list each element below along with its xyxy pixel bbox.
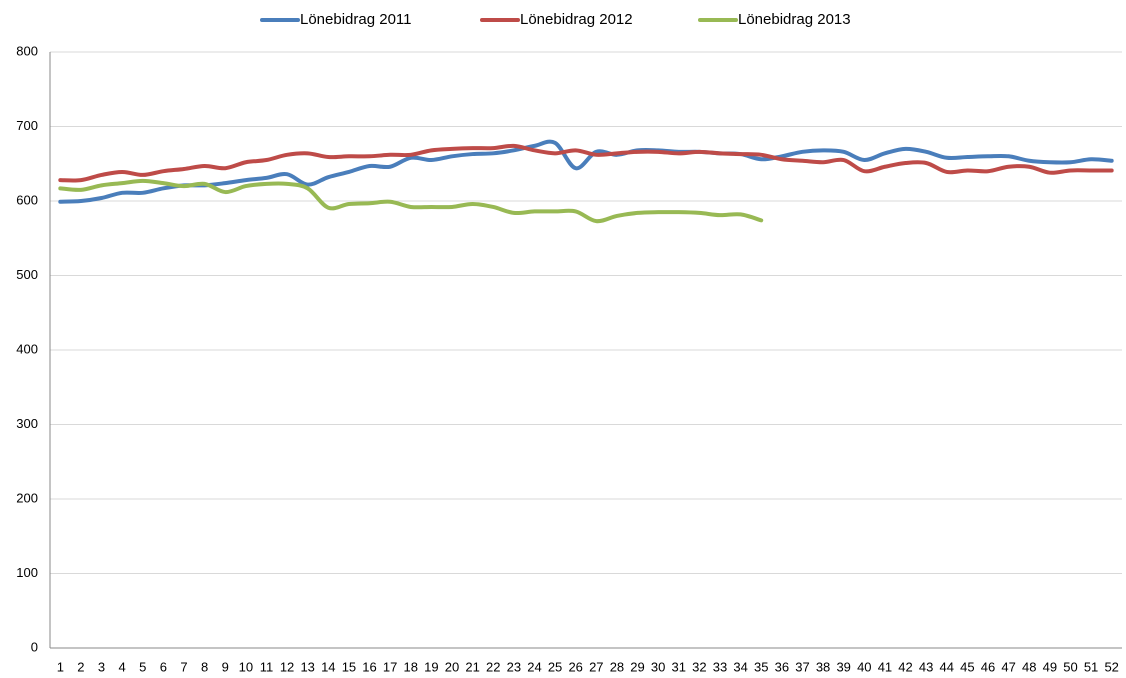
x-tick-label: 39 — [836, 659, 850, 674]
x-tick-label: 44 — [940, 659, 954, 674]
x-tick-label: 22 — [486, 659, 500, 674]
legend-label: Lönebidrag 2013 — [738, 11, 851, 28]
x-tick-label: 27 — [589, 659, 603, 674]
x-tick-label: 47 — [1001, 659, 1015, 674]
x-tick-label: 52 — [1104, 659, 1118, 674]
x-tick-label: 19 — [424, 659, 438, 674]
x-tick-label: 45 — [960, 659, 974, 674]
y-tick-label: 500 — [16, 267, 38, 282]
series-line — [58, 143, 1114, 183]
x-tick-label: 49 — [1043, 659, 1057, 674]
x-tick-label: 16 — [362, 659, 376, 674]
legend-label: Lönebidrag 2011 — [300, 11, 412, 28]
y-tick-label: 0 — [31, 639, 38, 654]
x-tick-label: 51 — [1084, 659, 1098, 674]
x-tick-label: 5 — [139, 659, 146, 674]
x-tick-label: 43 — [919, 659, 933, 674]
legend-label: Lönebidrag 2012 — [520, 11, 633, 28]
x-tick-label: 46 — [981, 659, 995, 674]
x-tick-label: 21 — [465, 659, 479, 674]
x-tick-label: 32 — [692, 659, 706, 674]
x-tick-label: 17 — [383, 659, 397, 674]
x-tick-label: 33 — [713, 659, 727, 674]
x-tick-label: 31 — [672, 659, 686, 674]
x-tick-label: 23 — [507, 659, 521, 674]
x-tick-label: 9 — [222, 659, 229, 674]
x-tick-label: 6 — [160, 659, 167, 674]
x-tick-label: 26 — [568, 659, 582, 674]
y-tick-label: 100 — [16, 565, 38, 580]
x-tick-label: 13 — [300, 659, 314, 674]
x-tick-label: 38 — [816, 659, 830, 674]
x-tick-label: 4 — [119, 659, 126, 674]
x-tick-label: 37 — [795, 659, 809, 674]
x-tick-label: 29 — [630, 659, 644, 674]
x-tick-label: 50 — [1063, 659, 1077, 674]
x-tick-label: 1 — [57, 659, 64, 674]
x-tick-label: 34 — [733, 659, 747, 674]
series-line — [58, 139, 1114, 204]
x-tick-label: 20 — [445, 659, 459, 674]
x-tick-label: 42 — [898, 659, 912, 674]
series-line — [58, 178, 764, 224]
y-tick-label: 600 — [16, 192, 38, 207]
x-tick-label: 35 — [754, 659, 768, 674]
y-tick-label: 700 — [16, 118, 38, 133]
x-tick-label: 15 — [342, 659, 356, 674]
x-tick-label: 28 — [610, 659, 624, 674]
x-tick-label: 25 — [548, 659, 562, 674]
x-tick-label: 18 — [404, 659, 418, 674]
x-tick-label: 2 — [77, 659, 84, 674]
x-tick-label: 3 — [98, 659, 105, 674]
x-tick-label: 14 — [321, 659, 335, 674]
y-tick-label: 300 — [16, 416, 38, 431]
y-tick-label: 800 — [16, 43, 38, 58]
x-tick-label: 41 — [878, 659, 892, 674]
x-tick-label: 48 — [1022, 659, 1036, 674]
x-tick-label: 40 — [857, 659, 871, 674]
x-tick-label: 11 — [260, 659, 274, 674]
x-tick-label: 10 — [239, 659, 253, 674]
x-tick-label: 30 — [651, 659, 665, 674]
x-tick-label: 8 — [201, 659, 208, 674]
x-tick-label: 12 — [280, 659, 294, 674]
x-tick-label: 24 — [527, 659, 541, 674]
y-tick-label: 200 — [16, 490, 38, 505]
x-tick-label: 36 — [775, 659, 789, 674]
x-tick-label: 7 — [180, 659, 187, 674]
y-tick-label: 400 — [16, 341, 38, 356]
